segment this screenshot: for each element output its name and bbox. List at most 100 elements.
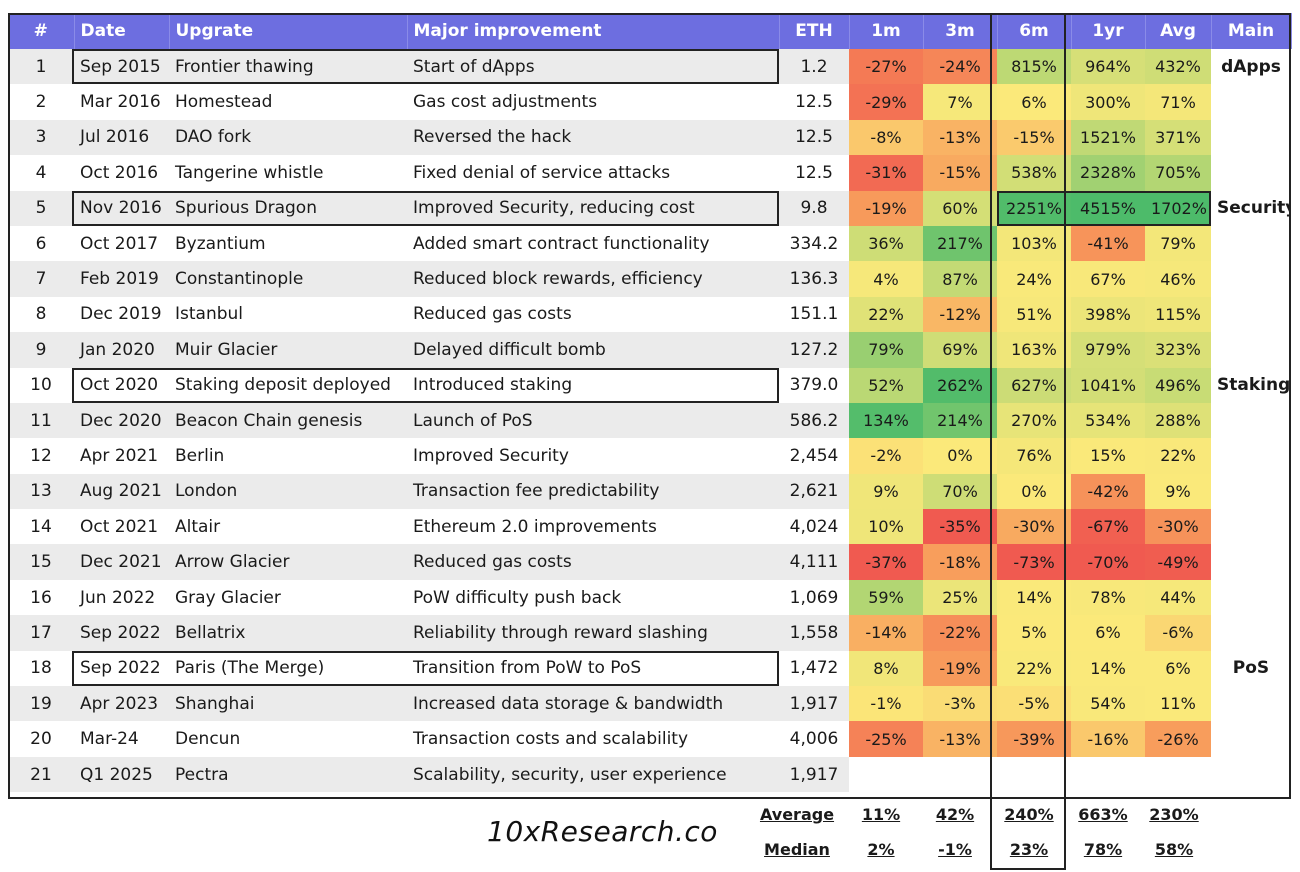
pct-1yr: 78% — [1071, 579, 1145, 616]
pct-6m: -5% — [997, 686, 1071, 722]
pct-1yr: 15% — [1071, 438, 1145, 474]
pct-1m: 79% — [849, 332, 923, 368]
date-cell: Feb 2019 — [74, 261, 169, 297]
date-cell: Oct 2020 — [74, 367, 169, 403]
upgrade-table: # Date Upgrate Major improvement ETH 1m 3m 6m 1y… — [8, 13, 1292, 793]
table-row: 14 Oct 2021 Altair Ethereum 2.0 improvement… — [8, 509, 1291, 545]
pct-1m: -25% — [849, 721, 923, 757]
row-number: 12 — [8, 438, 74, 474]
header-1m: 1m — [849, 13, 924, 49]
improvement-cell: Transaction fee predictability — [407, 473, 779, 510]
upgrade-cell: Pectra — [169, 756, 407, 793]
eth-cell: 12.5 — [779, 155, 849, 191]
pct-1yr: 979% — [1071, 332, 1145, 368]
pct-6m: 0% — [997, 473, 1071, 510]
header-3m: 3m — [923, 13, 998, 49]
upgrade-cell: Shanghai — [169, 686, 407, 722]
improvement-cell: Start of dApps — [407, 49, 779, 85]
pct-1m: 134% — [849, 402, 923, 439]
header-date: Date — [74, 13, 170, 49]
pct-1yr: 1041% — [1071, 367, 1145, 403]
pct-3m: 87% — [923, 261, 997, 297]
pct-avg: 323% — [1145, 332, 1211, 368]
date-cell: Oct 2016 — [74, 155, 169, 191]
main-label — [1211, 721, 1291, 757]
pct-avg: 46% — [1145, 261, 1211, 297]
pct-1yr — [1071, 756, 1145, 793]
pct-6m: 2251% — [997, 190, 1071, 226]
pct-1yr: 67% — [1071, 261, 1145, 297]
date-cell: Dec 2021 — [74, 544, 169, 580]
pct-1yr: -42% — [1071, 473, 1145, 510]
pct-1m: 59% — [849, 579, 923, 616]
row-number: 16 — [8, 579, 74, 616]
pct-1m: -8% — [849, 119, 923, 156]
date-cell: Apr 2023 — [74, 686, 169, 722]
pct-6m: -39% — [997, 721, 1071, 757]
main-label — [1211, 84, 1291, 120]
table-row: 19 Apr 2023 Shanghai Increased data storage… — [8, 686, 1291, 722]
pct-6m: -15% — [997, 119, 1071, 156]
header-main: Main — [1211, 13, 1292, 49]
pct-1m: -2% — [849, 438, 923, 474]
date-cell: Oct 2017 — [74, 225, 169, 262]
eth-cell: 1,472 — [779, 650, 849, 687]
pct-6m: 14% — [997, 579, 1071, 616]
row-number: 9 — [8, 332, 74, 368]
table-row: 2 Mar 2016 Homestead Gas cost adjustments 12… — [8, 84, 1291, 120]
pct-avg: 9% — [1145, 473, 1211, 510]
average-3m: 42% — [935, 805, 975, 824]
row-number: 20 — [8, 721, 74, 757]
pct-3m: 25% — [923, 579, 997, 616]
pct-1yr: 4515% — [1071, 190, 1145, 226]
pct-6m: -30% — [997, 509, 1071, 545]
table-row: 6 Oct 2017 Byzantium Added smart contract f… — [8, 225, 1291, 262]
table-row: 9 Jan 2020 Muir Glacier Delayed difficult b… — [8, 332, 1291, 368]
table-row: 5 Nov 2016 Spurious Dragon Improved Securit… — [8, 190, 1291, 226]
row-number: 11 — [8, 402, 74, 439]
date-cell: Mar-24 — [74, 721, 169, 757]
pct-6m: 538% — [997, 155, 1071, 191]
pct-6m: 103% — [997, 225, 1071, 262]
date-cell: Sep 2022 — [74, 650, 169, 687]
median-1yr: 78% — [1083, 840, 1123, 859]
upgrade-cell: Paris (The Merge) — [169, 650, 407, 687]
pct-3m: 69% — [923, 332, 997, 368]
pct-6m: -73% — [997, 544, 1071, 580]
pct-avg: 371% — [1145, 119, 1211, 156]
row-number: 14 — [8, 509, 74, 545]
pct-avg: 6% — [1145, 650, 1211, 687]
table-row: 15 Dec 2021 Arrow Glacier Reduced gas costs… — [8, 544, 1291, 580]
row-number: 17 — [8, 615, 74, 651]
row-number: 13 — [8, 473, 74, 510]
eth-cell: 4,006 — [779, 721, 849, 757]
table-row: 13 Aug 2021 London Transaction fee predicta… — [8, 473, 1291, 510]
pct-6m: 6% — [997, 84, 1071, 120]
upgrade-cell: Gray Glacier — [169, 579, 407, 616]
pct-1m: 52% — [849, 367, 923, 403]
improvement-cell: Gas cost adjustments — [407, 84, 779, 120]
main-label — [1211, 155, 1291, 191]
pct-3m: 70% — [923, 473, 997, 510]
pct-avg — [1145, 756, 1211, 793]
median-avg: 58% — [1154, 840, 1194, 859]
date-cell: Jul 2016 — [74, 119, 169, 156]
average-1m: 11% — [861, 805, 901, 824]
date-cell: Mar 2016 — [74, 84, 169, 120]
main-label: dApps — [1211, 49, 1291, 85]
pct-avg: 79% — [1145, 225, 1211, 262]
eth-cell: 4,024 — [779, 509, 849, 545]
improvement-cell: Improved Security, reducing cost — [407, 190, 779, 226]
upgrade-cell: Berlin — [169, 438, 407, 474]
eth-cell: 1,069 — [779, 579, 849, 616]
improvement-cell: Added smart contract functionality — [407, 225, 779, 262]
pct-avg: -30% — [1145, 509, 1211, 545]
pct-3m: -19% — [923, 650, 997, 687]
pct-6m: 163% — [997, 332, 1071, 368]
pct-1m: -14% — [849, 615, 923, 651]
pct-1m: -27% — [849, 49, 923, 85]
pct-avg: 705% — [1145, 155, 1211, 191]
improvement-cell: Delayed difficult bomb — [407, 332, 779, 368]
main-label — [1211, 473, 1291, 510]
improvement-cell: Transition from PoW to PoS — [407, 650, 779, 687]
